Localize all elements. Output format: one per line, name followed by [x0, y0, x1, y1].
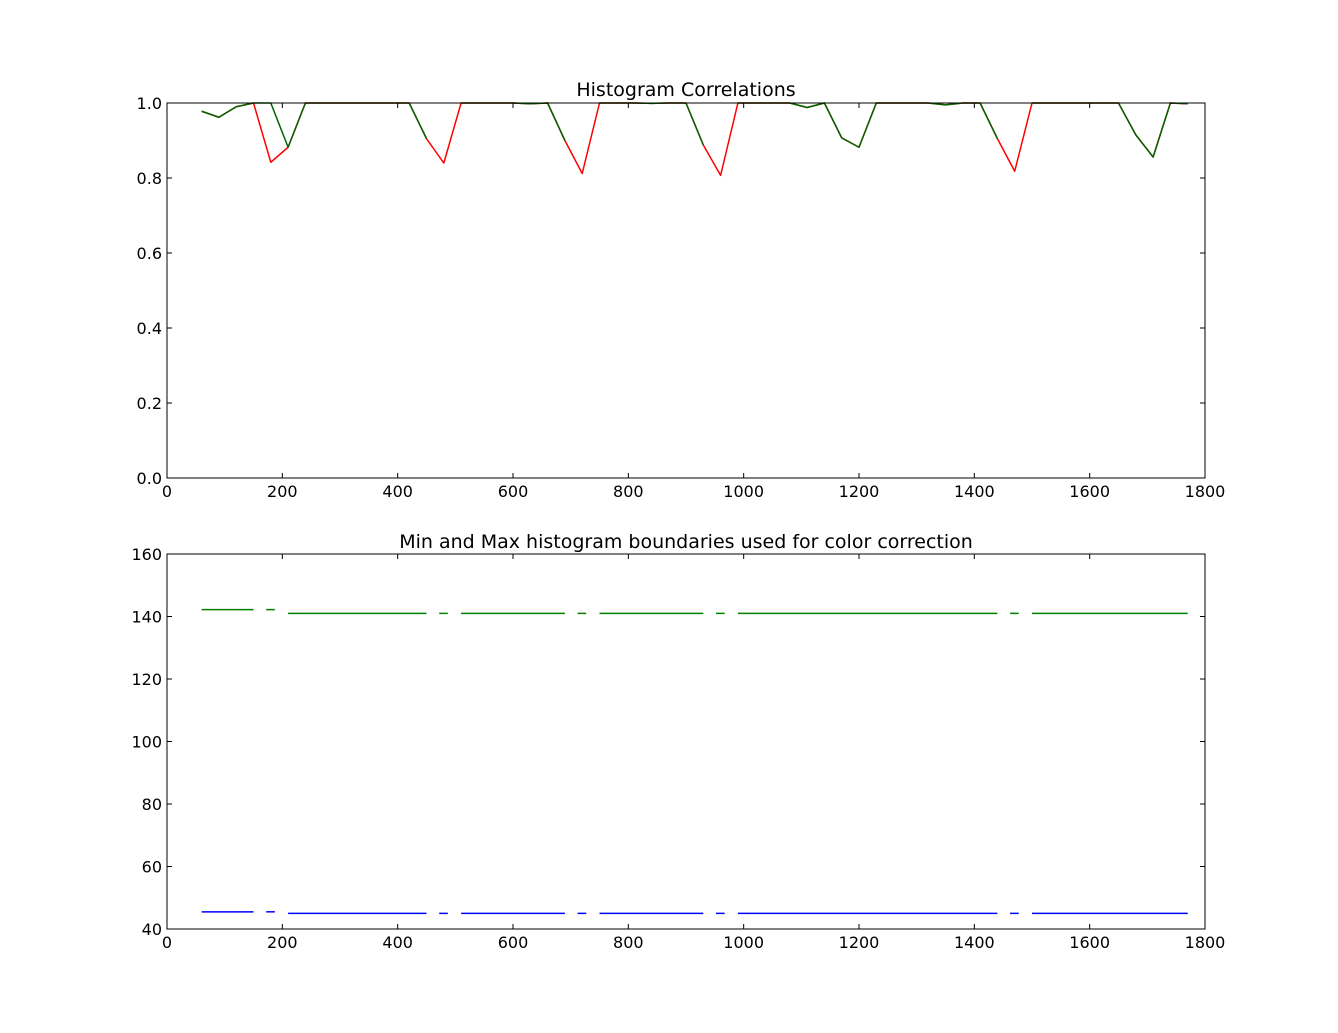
x-tick-label: 1600	[1069, 933, 1110, 952]
x-tick-label: 1800	[1185, 482, 1226, 501]
x-tick-label: 0	[162, 933, 172, 952]
x-tick-label: 1000	[723, 482, 764, 501]
x-tick-label: 0	[162, 482, 172, 501]
y-tick-label: 140	[131, 608, 162, 627]
series-line-0	[201, 102, 1188, 177]
x-tick-label: 1400	[954, 482, 995, 501]
y-tick-label: 60	[142, 858, 162, 877]
x-tick-label: 400	[382, 933, 413, 952]
x-tick-label: 1400	[954, 933, 995, 952]
series-line-1	[201, 102, 1188, 158]
y-tick-label: 40	[142, 920, 162, 939]
chart-title: Histogram Correlations	[576, 79, 795, 101]
x-tick-label: 1800	[1185, 933, 1226, 952]
plot-data	[201, 608, 1188, 915]
y-tick-label: 0.0	[137, 469, 162, 488]
y-tick-label: 80	[142, 795, 162, 814]
x-tick-label: 1200	[839, 933, 880, 952]
chart-title: Min and Max histogram boundaries used fo…	[399, 531, 973, 553]
x-tick-label: 600	[498, 482, 529, 501]
x-tick-label: 1600	[1069, 482, 1110, 501]
axes-frame	[166, 102, 1206, 479]
histogram-boundaries-plot: Min and Max histogram boundaries used fo…	[131, 531, 1225, 952]
x-tick-label: 1200	[839, 482, 880, 501]
y-tick-label: 0.8	[137, 169, 162, 188]
y-tick-label: 100	[131, 733, 162, 752]
y-tick-label: 0.6	[137, 244, 162, 263]
plot-data	[201, 102, 1188, 177]
x-tick-label: 200	[267, 482, 298, 501]
y-tick-label: 120	[131, 670, 162, 689]
x-tick-label: 800	[613, 933, 644, 952]
y-tick-label: 1.0	[137, 94, 162, 113]
x-tick-label: 200	[267, 933, 298, 952]
x-tick-label: 800	[613, 482, 644, 501]
x-tick-label: 1000	[723, 933, 764, 952]
x-tick-label: 400	[382, 482, 413, 501]
y-tick-label: 160	[131, 545, 162, 564]
y-tick-label: 0.4	[137, 319, 162, 338]
x-tick-label: 600	[498, 933, 529, 952]
histogram-correlations-plot: Histogram Correlations 0 200 400 600 800 1000…	[137, 79, 1226, 501]
axes-frame	[166, 553, 1206, 930]
y-tick-label: 0.2	[137, 394, 162, 413]
